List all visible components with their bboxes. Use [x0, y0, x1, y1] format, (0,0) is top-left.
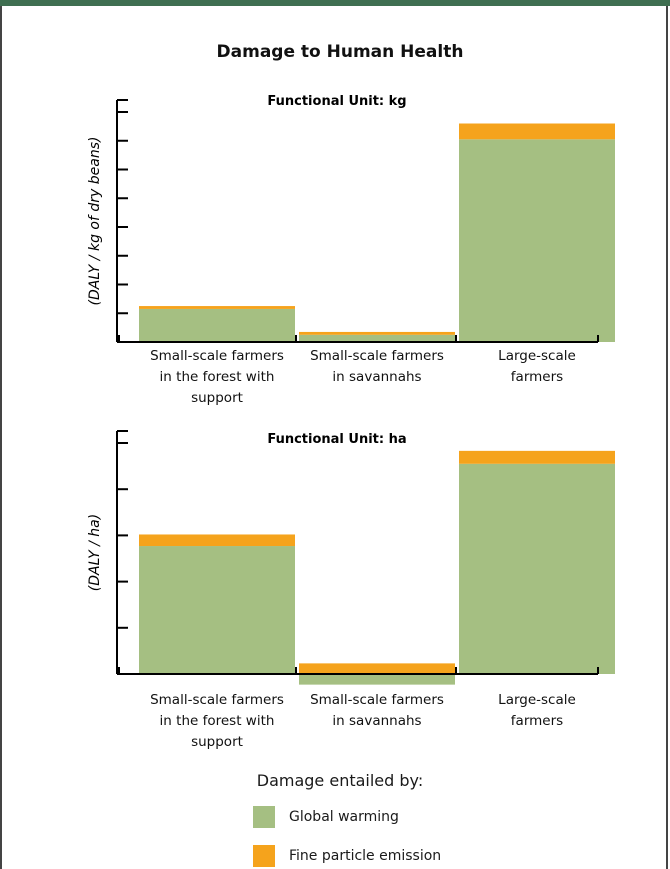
legend-label-global-warming: Global warming: [289, 809, 399, 825]
category-label-ha-0-2: support: [191, 734, 243, 750]
bar-global-warming-ha-0: [139, 546, 295, 674]
bar-global-warming-kg-2: [459, 139, 615, 342]
category-label-kg-0-2: support: [191, 390, 243, 406]
category-label-kg-0-1: in the forest with: [160, 369, 275, 385]
category-label-kg-1-1: in savannahs: [332, 369, 421, 385]
legend-title: Damage entailed by:: [256, 771, 424, 790]
bar-global-warming-kg-1: [299, 334, 455, 342]
legend-swatch-fine-particle: [253, 845, 275, 867]
category-label-kg-0-0: Small-scale farmers: [150, 348, 284, 364]
bar-fine-particle-kg-2: [459, 123, 615, 140]
category-label-ha-2-0: Large-scale: [498, 692, 576, 708]
left-frame-rule: [0, 6, 2, 869]
legend-swatch-global-warming: [253, 806, 275, 828]
legend-item-global-warming: Global warming: [253, 806, 399, 828]
bar-global-warming-ha-1: [299, 674, 455, 685]
chart-title-ha: Functional Unit: ha: [267, 432, 406, 447]
bar-fine-particle-ha-2: [459, 450, 615, 464]
bar-global-warming-kg-0: [139, 308, 295, 342]
page-title: Damage to Human Health: [216, 42, 464, 62]
category-label-kg-2-0: Large-scale: [498, 348, 576, 364]
bar-global-warming-ha-2: [459, 463, 615, 674]
category-label-ha-1-0: Small-scale farmers: [310, 692, 444, 708]
y-axis-label-ha: (DALY / ha): [87, 514, 103, 591]
bar-fine-particle-ha-0: [139, 534, 295, 547]
chart-title-kg: Functional Unit: kg: [267, 94, 406, 109]
legend-label-fine-particle: Fine particle emission: [289, 848, 442, 864]
top-frame-bar: [0, 0, 670, 6]
right-frame-rule: [666, 6, 668, 869]
bar-fine-particle-ha-1: [299, 663, 455, 674]
bar-fine-particle-kg-0: [139, 306, 295, 309]
category-label-ha-2-1: farmers: [511, 713, 563, 729]
legend-item-fine-particle: Fine particle emission: [253, 845, 441, 867]
category-label-ha-1-1: in savannahs: [332, 713, 421, 729]
category-label-kg-2-1: farmers: [511, 369, 563, 385]
bar-fine-particle-kg-1: [299, 331, 455, 335]
category-label-ha-0-1: in the forest with: [160, 713, 275, 729]
y-axis-label-kg: (DALY / kg of dry beans): [87, 137, 103, 306]
category-label-kg-1-0: Small-scale farmers: [310, 348, 444, 364]
category-label-ha-0-0: Small-scale farmers: [150, 692, 284, 708]
